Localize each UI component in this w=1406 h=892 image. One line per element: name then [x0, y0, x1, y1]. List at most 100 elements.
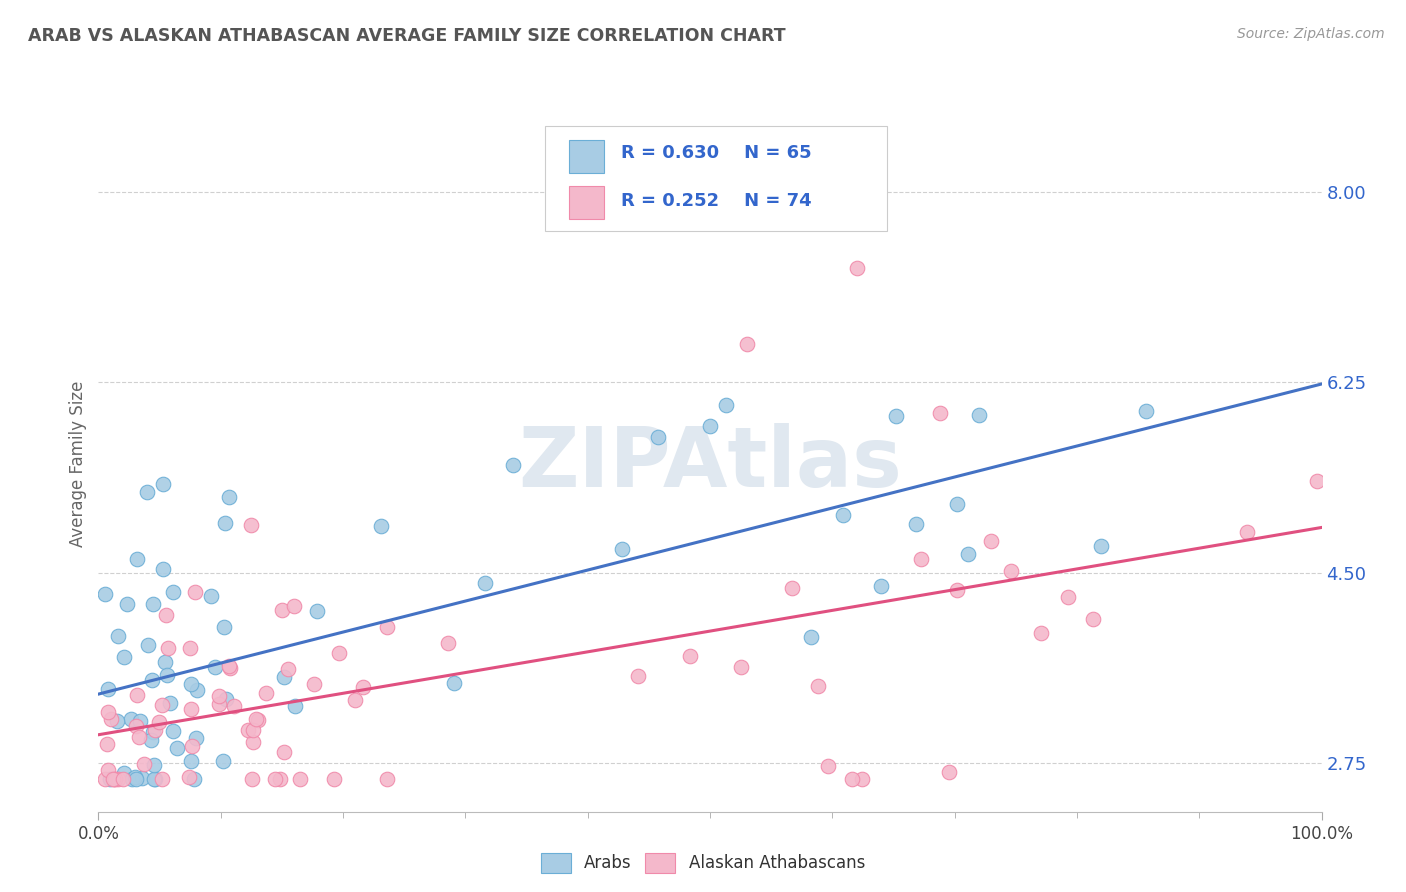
Point: [841, 772, 863, 786]
Point: [263, 772, 285, 786]
Point: [328, 646, 350, 660]
Point: [132, 756, 155, 771]
Point: [107, 629, 129, 643]
Point: [273, 745, 295, 759]
Point: [242, 723, 264, 738]
Point: [100, 712, 122, 726]
Point: [1090, 539, 1112, 553]
Point: [93, 772, 115, 786]
Point: [304, 677, 326, 691]
Point: [143, 772, 166, 786]
Point: [148, 715, 170, 730]
Point: [97, 763, 120, 777]
Point: [208, 690, 231, 704]
Point: [128, 731, 150, 745]
Point: [1135, 403, 1157, 417]
Point: [218, 661, 240, 675]
Bar: [569, 140, 603, 173]
Point: [103, 772, 125, 786]
Point: [647, 430, 669, 444]
Text: R = 0.252    N = 74: R = 0.252 N = 74: [620, 192, 811, 210]
Legend: Arabs, Alaskan Athabascans: Arabs, Alaskan Athabascans: [534, 847, 872, 880]
Point: [131, 772, 153, 786]
Point: [938, 764, 960, 779]
Point: [730, 660, 752, 674]
Point: [181, 739, 204, 754]
Text: Source: ZipAtlas.com: Source: ZipAtlas.com: [1237, 27, 1385, 41]
Point: [240, 518, 263, 533]
Point: [97, 681, 120, 696]
Point: [283, 599, 305, 613]
Point: [183, 585, 205, 599]
Point: [152, 477, 174, 491]
Point: [155, 608, 177, 623]
Point: [807, 679, 830, 693]
Point: [105, 714, 128, 729]
Point: [179, 770, 201, 784]
Point: [946, 497, 969, 511]
Point: [150, 772, 173, 786]
Point: [851, 772, 873, 786]
Point: [1306, 474, 1329, 488]
Point: [124, 719, 146, 733]
Point: [200, 589, 222, 603]
Point: [211, 755, 233, 769]
Point: [136, 638, 159, 652]
Point: [240, 772, 263, 786]
Point: [208, 698, 231, 712]
Point: [869, 579, 891, 593]
Point: [245, 712, 267, 726]
Point: [124, 770, 146, 784]
Point: [246, 714, 269, 728]
Point: [127, 688, 149, 702]
Point: [162, 723, 184, 738]
Point: [183, 772, 205, 786]
Bar: [569, 186, 603, 219]
Point: [155, 667, 177, 681]
Point: [817, 759, 839, 773]
Point: [277, 662, 299, 676]
Point: [284, 699, 307, 714]
Point: [125, 552, 148, 566]
Point: [107, 772, 129, 786]
Point: [166, 740, 188, 755]
Point: [436, 636, 458, 650]
Point: [141, 673, 163, 687]
Point: [139, 733, 162, 747]
Point: [1236, 524, 1258, 539]
Text: ARAB VS ALASKAN ATHABASCAN AVERAGE FAMILY SIZE CORRELATION CHART: ARAB VS ALASKAN ATHABASCAN AVERAGE FAMIL…: [28, 27, 786, 45]
Point: [180, 702, 202, 716]
Point: [800, 630, 823, 644]
Point: [143, 772, 166, 786]
Point: [845, 261, 868, 276]
Point: [307, 603, 329, 617]
Point: [288, 772, 311, 786]
Point: [967, 408, 990, 422]
Point: [128, 714, 150, 728]
Point: [1000, 564, 1022, 578]
Point: [212, 620, 235, 634]
Point: [242, 735, 264, 749]
Point: [1029, 625, 1052, 640]
FancyBboxPatch shape: [546, 127, 887, 231]
Point: [179, 641, 201, 656]
Point: [377, 619, 399, 633]
Point: [502, 458, 524, 472]
Point: [474, 575, 496, 590]
Point: [150, 698, 173, 712]
Y-axis label: Average Family Size: Average Family Size: [69, 381, 87, 547]
Point: [142, 757, 165, 772]
Point: [269, 772, 291, 786]
Point: [905, 517, 928, 532]
Point: [832, 508, 855, 523]
Point: [443, 676, 465, 690]
Point: [112, 650, 135, 665]
Point: [152, 562, 174, 576]
Point: [153, 655, 176, 669]
Point: [273, 670, 295, 684]
Point: [112, 772, 135, 786]
Point: [204, 660, 226, 674]
Point: [93, 587, 115, 601]
Point: [120, 712, 142, 726]
Point: [678, 648, 700, 663]
